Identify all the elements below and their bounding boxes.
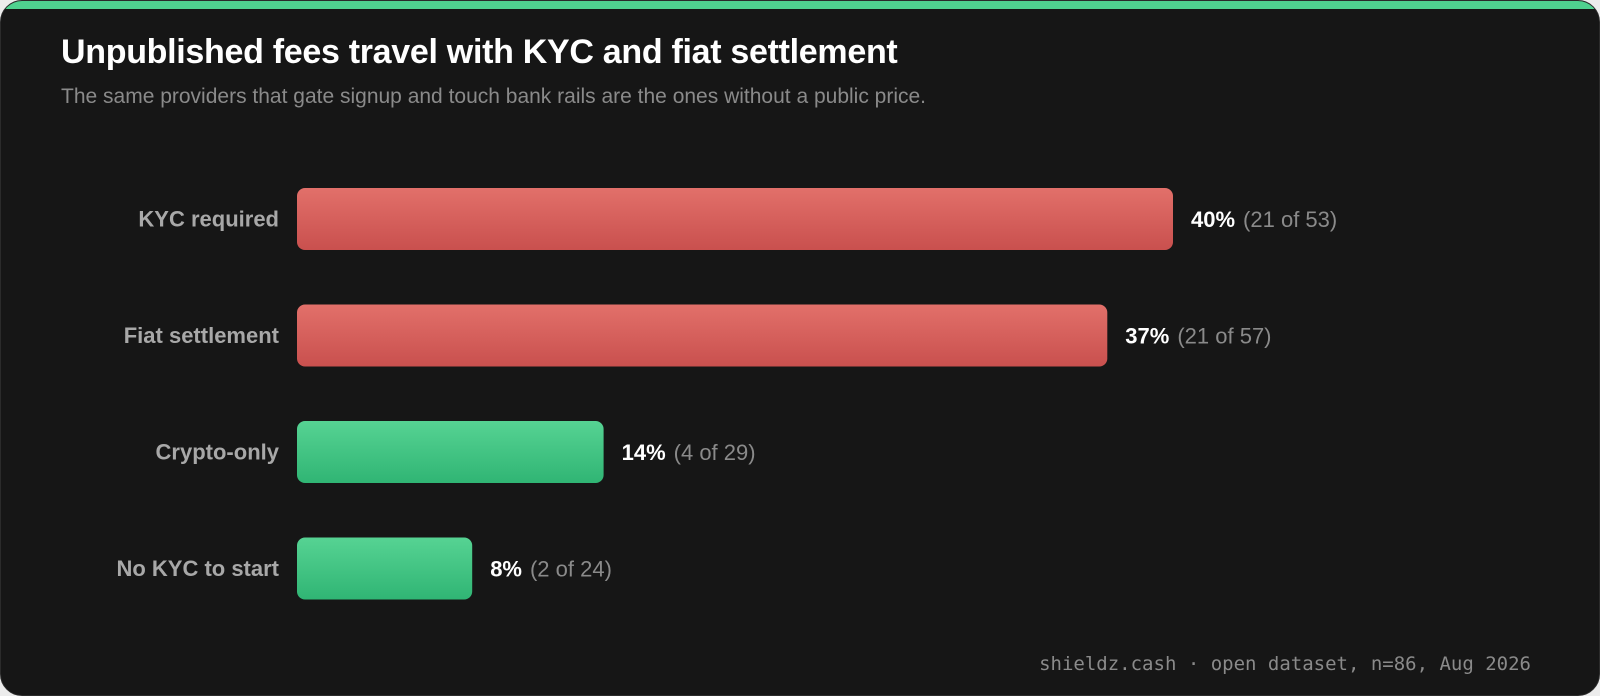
source-footnote: shieldz.cash · open dataset, n=86, Aug 2… [1039, 653, 1531, 675]
value-label-fiat-settlement: 37% (21 of 57) [1125, 323, 1271, 348]
count-label: (21 of 57) [1177, 323, 1271, 348]
value-label-kyc-required: 40% (21 of 53) [1191, 207, 1337, 232]
category-label-fiat-settlement: Fiat settlement [124, 323, 280, 348]
count-label: (4 of 29) [674, 440, 756, 465]
category-label-crypto-only: Crypto-only [156, 440, 280, 465]
count-label: (2 of 24) [530, 556, 612, 581]
value-label-no-kyc-to-start: 8% (2 of 24) [490, 556, 612, 581]
bar-fiat-settlement [297, 304, 1108, 367]
bar-chart: KYC required 40% (21 of 53) Fiat settlement… [116, 188, 1337, 600]
value-label-crypto-only: 14% (4 of 29) [622, 440, 756, 465]
bars-group: KYC required 40% (21 of 53) Fiat settlement… [116, 188, 1337, 600]
category-label-kyc-required: KYC required [138, 207, 279, 232]
percent-label: 40% [1191, 207, 1235, 232]
chart-subtitle: The same providers that gate signup and … [61, 85, 927, 108]
category-label-no-kyc-to-start: No KYC to start [116, 556, 279, 581]
bar-no-kyc-to-start [297, 537, 473, 600]
chart-title: Unpublished fees travel with KYC and fia… [61, 33, 898, 71]
percent-label: 14% [622, 440, 666, 465]
accent-stripe [1, 1, 1599, 9]
bar-kyc-required [297, 188, 1173, 250]
percent-label: 37% [1125, 323, 1169, 348]
bar-crypto-only [297, 421, 604, 483]
percent-label: 8% [490, 556, 522, 581]
count-label: (21 of 53) [1243, 207, 1337, 232]
